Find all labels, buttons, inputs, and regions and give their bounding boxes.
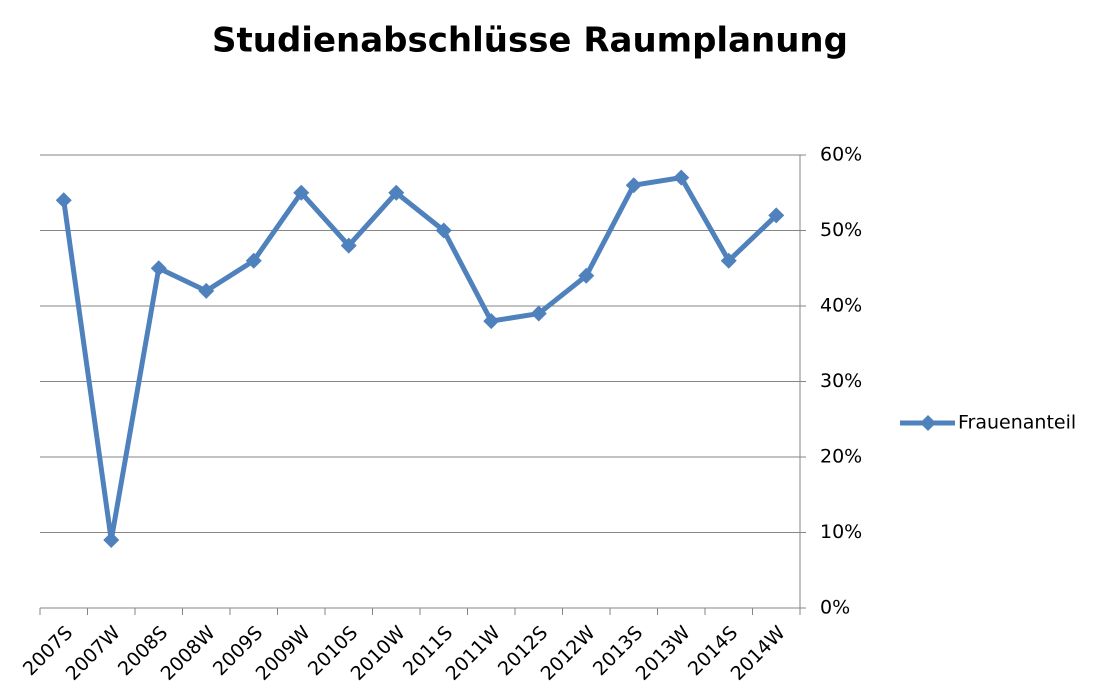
x-tick-label: 2007W: [62, 622, 125, 685]
legend-label: Frauenanteil: [958, 412, 1076, 434]
point: [103, 532, 120, 549]
x-tick-label: 2008W: [157, 622, 220, 685]
series-line: [61, 175, 778, 543]
point: [150, 260, 167, 277]
point: [578, 267, 595, 284]
point: [293, 184, 310, 201]
point: [530, 305, 547, 322]
x-tick-label: 2014W: [727, 622, 790, 685]
point: [245, 252, 262, 269]
x-tick-label: 2012W: [537, 622, 600, 685]
point: [720, 252, 737, 269]
y-tick-label: 50%: [820, 219, 862, 241]
x-tick-label: 2013W: [632, 622, 695, 685]
x-tick-label: 2010W: [347, 622, 410, 685]
y-tick-label: 0%: [820, 597, 850, 619]
y-tick-label: 10%: [820, 521, 862, 543]
point: [435, 222, 452, 239]
y-tick-label: 40%: [820, 295, 862, 317]
point: [625, 177, 642, 194]
x-tick-label: 2011W: [442, 622, 505, 685]
point: [198, 282, 215, 299]
point: [340, 237, 357, 254]
legend-marker: [920, 415, 936, 431]
point: [768, 207, 785, 224]
chart-title: Studienabschlüsse Raumplanung: [212, 21, 848, 61]
y-tick-label: 20%: [820, 446, 862, 468]
y-tick-label: 30%: [820, 370, 862, 392]
point: [483, 313, 500, 330]
point: [388, 184, 405, 201]
point: [673, 169, 690, 186]
x-tick-label: 2009W: [252, 622, 315, 685]
y-tick-label: 60%: [820, 144, 862, 166]
point: [55, 192, 72, 209]
